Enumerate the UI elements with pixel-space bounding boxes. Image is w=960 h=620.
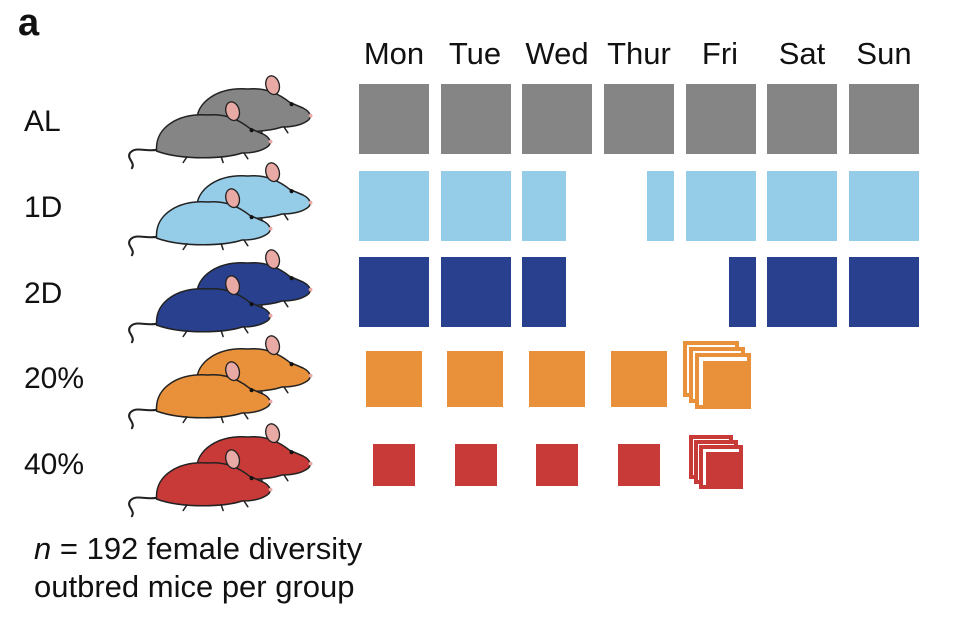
caption-line-1-text: = 192 female diversity: [51, 531, 363, 566]
schedule-block-al-sat: [767, 84, 837, 154]
schedule-block-40-thur: [618, 444, 660, 486]
schedule-block-2d-mon: [359, 257, 429, 327]
schedule-block-40-wed: [536, 444, 578, 486]
schedule-block-20-tue: [447, 351, 503, 407]
group-label-20: 20%: [24, 362, 85, 395]
day-label-thur: Thur: [607, 36, 671, 71]
day-label-wed: Wed: [525, 36, 589, 71]
schedule-block-1d-mon: [359, 171, 429, 241]
mouse-group-2d: [128, 249, 313, 344]
group-label-1d: 1D: [24, 191, 63, 224]
schedule-block-2d-sat: [767, 257, 837, 327]
schedule-block-1d-tue: [441, 171, 511, 241]
stacked-squares-icon-20: [683, 341, 751, 409]
schedule-block-20-thur: [611, 351, 667, 407]
mouse-group-40: [128, 423, 313, 518]
n-symbol: n: [34, 531, 52, 566]
schedule-block-al-tue: [441, 84, 511, 154]
caption-line-1: n = 192 female diversity: [34, 530, 362, 568]
schedule-block-1d-thur: [647, 171, 674, 241]
mouse-group-20: [128, 335, 313, 430]
mouse-icon: [128, 449, 273, 518]
schedule-block-2d-sun: [849, 257, 919, 327]
schedule-block-al-wed: [522, 84, 592, 154]
schedule-block-1d-fri: [686, 171, 756, 241]
day-label-sat: Sat: [778, 36, 826, 71]
schedule-block-20-mon: [366, 351, 422, 407]
schedule-block-40-tue: [455, 444, 497, 486]
mouse-group-1d: [128, 162, 313, 257]
mouse-group-al: [128, 75, 313, 170]
schedule-block-2d-fri: [729, 257, 756, 327]
schedule-block-2d-wed: [522, 257, 566, 327]
group-label-2d: 2D: [24, 277, 63, 310]
day-label-sun: Sun: [856, 36, 912, 71]
day-label-fri: Fri: [701, 36, 739, 71]
mouse-icon: [128, 188, 273, 257]
day-label-tue: Tue: [448, 36, 502, 71]
mouse-icon: [128, 275, 273, 344]
schedule-block-al-thur: [604, 84, 674, 154]
schedule-block-2d-tue: [441, 257, 511, 327]
schedule-block-al-mon: [359, 84, 429, 154]
panel-letter: a: [18, 2, 40, 44]
schedule-block-1d-sun: [849, 171, 919, 241]
group-label-al: AL: [24, 105, 61, 138]
mouse-icon: [128, 101, 273, 170]
mouse-icon: [128, 361, 273, 430]
caption-line-2: outbred mice per group: [34, 569, 355, 604]
schedule-block-al-sun: [849, 84, 919, 154]
day-label-mon: Mon: [363, 36, 425, 71]
schedule-block-1d-sat: [767, 171, 837, 241]
schedule-block-al-fri: [686, 84, 756, 154]
stacked-squares-icon-40: [689, 435, 743, 489]
group-label-40: 40%: [24, 448, 85, 481]
schedule-block-1d-wed: [522, 171, 566, 241]
schedule-block-40-mon: [373, 444, 415, 486]
schedule-block-20-wed: [529, 351, 585, 407]
caption: n = 192 female diversity outbred mice pe…: [34, 530, 362, 606]
